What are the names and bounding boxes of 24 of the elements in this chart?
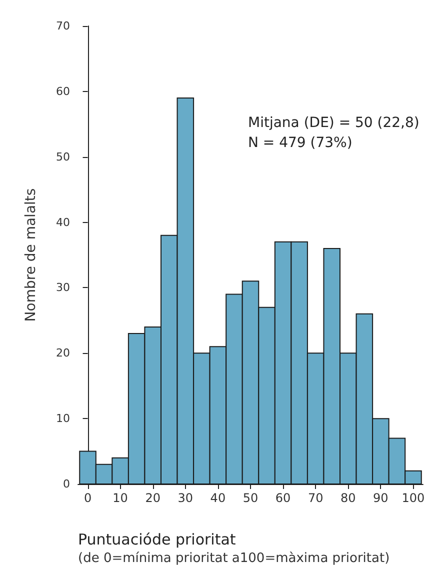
y-tick-label: 60: [56, 84, 70, 98]
x-tick-label: 20: [145, 491, 160, 505]
x-tick-label: 0: [84, 491, 92, 505]
x-tick-label: 60: [275, 491, 291, 505]
text: (de 0=mínima prioritat a100=màxima prioritat): [78, 551, 390, 565]
y-tick-label: 20: [56, 346, 70, 360]
x-tick-label: 100: [402, 491, 425, 505]
annotation: Mitjana (DE) = 50 (22,8): [248, 115, 420, 131]
annotation: N = 479 (73%): [248, 135, 352, 151]
y-tick-label: 30: [56, 281, 70, 294]
x-tick-label: 30: [178, 491, 194, 505]
y-axis-title: Nombre de malalts: [23, 188, 39, 322]
y-tick-label: 0: [63, 478, 70, 490]
y-tick-label: 40: [56, 216, 70, 229]
x-axis-title: Puntuacióde prioritat: [78, 530, 236, 548]
y-tick-label: 10: [56, 412, 70, 426]
x-tick-label: 40: [210, 491, 226, 505]
y-tick-label: 70: [56, 20, 70, 32]
x-tick-label: 90: [373, 491, 388, 505]
x-tick-label: 50: [242, 491, 258, 505]
x-tick-label: 80: [340, 491, 356, 505]
x-tick-label: 70: [308, 491, 324, 505]
y-tick-label: 50: [56, 150, 70, 164]
x-tick-label: 10: [112, 491, 128, 505]
